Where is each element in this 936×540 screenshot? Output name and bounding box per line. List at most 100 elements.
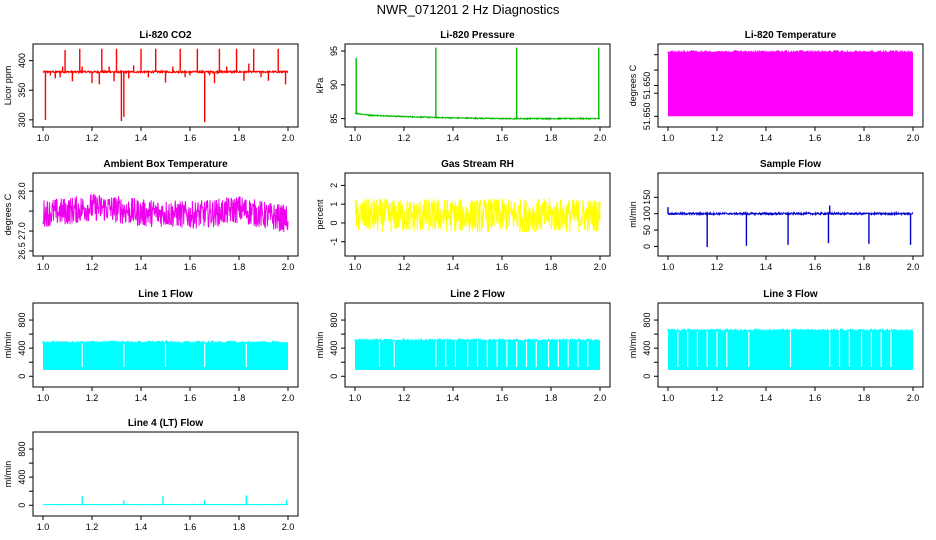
y-tick-label: 51.650: [642, 103, 652, 131]
data-band-edge: [667, 328, 913, 332]
x-tick-label: 1.8: [545, 262, 558, 272]
x-tick-label: 1.6: [496, 393, 509, 403]
x-tick-label: 1.8: [858, 262, 871, 272]
y-axis-label: ml/min: [3, 332, 13, 359]
x-tick-label: 1.8: [233, 262, 246, 272]
chart-line-4-lt-flow: Line 4 (LT) Flow ml/min 1.0 1.2 1.4 1.6 1.8 2.0…: [3, 418, 299, 532]
x-tick-label: 1.6: [184, 133, 197, 143]
x-tick-label: 1.6: [809, 262, 822, 272]
y-tick-label: 400: [17, 341, 27, 356]
plot-frame: [344, 172, 611, 257]
chart-line-3-flow: Line 3 Flow ml/min 1.0 1.2 1.4 1.6 1.8 2.0 0 400 8…: [628, 289, 924, 403]
x-tick-label: 1.2: [398, 133, 411, 143]
plot-frame: [657, 172, 924, 257]
y-tick-label: 400: [17, 470, 27, 485]
y-tick-label: 0: [329, 220, 339, 225]
chart-gas-stream-rh: Gas Stream RH percent 1.0 1.2 1.4 1.6 1.8 2.0 -1…: [315, 159, 611, 272]
series-ambient-box-temperature: [42, 193, 289, 233]
x-tick-label: 1.4: [135, 393, 148, 403]
y-axis-label: degrees C: [3, 193, 13, 235]
chart-title: Ambient Box Temperature: [103, 159, 228, 170]
x-tick-label: 1.8: [545, 393, 558, 403]
data-line: [667, 210, 914, 217]
y-tick-label: 0: [17, 374, 27, 379]
x-tick-label: 1.6: [184, 393, 197, 403]
data-band-edge: [42, 340, 288, 344]
x-tick-label: 1.4: [760, 393, 773, 403]
chart-title: Line 3 Flow: [763, 289, 818, 300]
data-band-edge: [667, 50, 913, 54]
y-axis-label: percent: [315, 199, 325, 230]
x-tick-label: 1.2: [86, 262, 99, 272]
y-axis-label: ml/min: [628, 332, 638, 359]
x-tick-label: 1.6: [496, 262, 509, 272]
plot-frame: [657, 302, 924, 388]
x-tick-label: 1.2: [398, 262, 411, 272]
x-tick-label: 1.4: [135, 133, 148, 143]
y-tick-label: 0: [642, 374, 652, 379]
x-tick-label: 1.4: [760, 262, 773, 272]
series-sample-flow: [667, 205, 914, 248]
y-tick-label: 100: [642, 206, 652, 221]
y-tick-label: 1: [329, 202, 339, 207]
y-tick-label: 400: [642, 341, 652, 356]
x-tick-label: 1.8: [858, 133, 871, 143]
chart-li820-pressure: Li-820 Pressure kPa 1.0 1.2 1.4 1.6 1.8 2.0 85 90…: [315, 30, 611, 143]
x-tick-label: 2.0: [282, 133, 295, 143]
chart-ambient-box-temperature: Ambient Box Temperature degrees C 1.0 1.2 1.…: [3, 159, 299, 272]
chart-sample-flow: Sample Flow ml/min 1.0 1.2 1.4 1.6 1.8 2.0 0 50 10…: [628, 159, 924, 272]
x-tick-label: 1.6: [184, 262, 197, 272]
y-tick-label: 400: [17, 53, 27, 68]
x-tick-label: 1.0: [662, 133, 675, 143]
x-tick-label: 1.0: [349, 133, 362, 143]
x-tick-label: 1.4: [447, 133, 460, 143]
x-tick-label: 2.0: [282, 262, 295, 272]
series-li820-co2: [42, 48, 289, 123]
y-tick-label: 400: [329, 341, 339, 356]
y-tick-label: 800: [642, 313, 652, 328]
chart-line-2-flow: Line 2 Flow ml/min 1.0 1.2 1.4 1.6 1.8 2.0 0 400 8…: [315, 289, 611, 403]
y-tick-label: 27.0: [17, 222, 27, 240]
x-tick-label: 1.8: [233, 393, 246, 403]
x-tick-label: 2.0: [907, 393, 920, 403]
x-tick-label: 1.8: [233, 522, 246, 532]
series-line-3-flow: [667, 328, 913, 370]
y-tick-label: 800: [17, 442, 27, 457]
x-tick-label: 1.8: [545, 133, 558, 143]
x-tick-label: 1.4: [135, 262, 148, 272]
x-tick-label: 1.0: [349, 262, 362, 272]
series-line-1-flow: [42, 340, 288, 370]
y-tick-label: 90: [329, 80, 339, 90]
series-line-4-lt-flow: [43, 495, 288, 506]
y-tick-label: 800: [329, 313, 339, 328]
y-axis-label: ml/min: [628, 201, 638, 228]
y-tick-label: 300: [17, 112, 27, 127]
x-tick-label: 1.0: [37, 522, 50, 532]
series-line-2-flow: [354, 338, 600, 370]
x-tick-label: 2.0: [594, 133, 607, 143]
x-tick-label: 1.0: [37, 133, 50, 143]
x-tick-label: 1.4: [447, 262, 460, 272]
x-tick-label: 1.2: [86, 393, 99, 403]
chart-title: Line 1 Flow: [138, 289, 193, 300]
series-li820-temperature: [667, 50, 913, 117]
chart-title: Gas Stream RH: [441, 159, 514, 170]
x-tick-label: 1.0: [37, 262, 50, 272]
series-li820-pressure: [354, 47, 601, 121]
x-tick-label: 1.0: [662, 262, 675, 272]
chart-title: Sample Flow: [760, 159, 821, 170]
x-tick-label: 1.0: [349, 393, 362, 403]
plot-frame: [32, 172, 299, 257]
y-tick-label: -1: [329, 238, 339, 246]
x-tick-label: 1.2: [711, 262, 724, 272]
y-tick-label: 350: [17, 83, 27, 98]
x-tick-label: 1.8: [233, 133, 246, 143]
y-tick-label: 150: [642, 190, 652, 205]
chart-title: Line 4 (LT) Flow: [128, 418, 204, 429]
chart-title: Li-820 Pressure: [440, 30, 515, 41]
y-tick-label: 85: [329, 114, 339, 124]
series-gas-stream-rh: [354, 197, 601, 233]
chart-title: Line 2 Flow: [450, 289, 505, 300]
